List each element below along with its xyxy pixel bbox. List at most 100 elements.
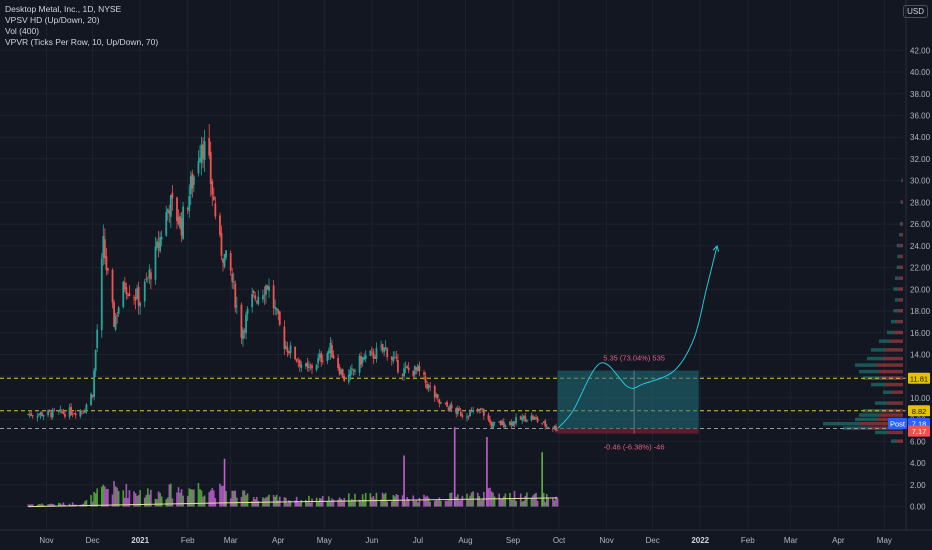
candle-body [436,394,439,398]
volume-bar [234,490,237,507]
indicator-vpsv[interactable]: VPSV HD (Up/Down, 20) [5,15,100,25]
candle-body [31,415,34,417]
candle-body [177,217,180,224]
volume-bar [343,497,346,507]
candle-body [133,297,135,298]
candle-body [148,269,151,278]
volume-bar [492,492,494,507]
volume-bar [191,489,194,507]
candle-body [208,138,211,156]
volume-bar [519,493,522,507]
candle-body [93,370,96,398]
volume-bar [200,490,203,507]
volume-bar [147,488,149,507]
volume-bar [133,491,135,507]
candle-body [199,157,201,162]
volume-bar [447,500,450,507]
candle-body [525,420,528,422]
candle-body [62,411,65,414]
candle-body [450,404,453,409]
volume-bar [102,484,105,507]
candle-body [286,347,289,353]
vpvr-row-down [899,254,903,259]
price-tick-label: 18.00 [910,307,931,316]
candle-body [222,258,224,263]
volume-bar [128,490,131,507]
vpvr-row-down [885,348,903,352]
volume-bar [170,483,172,507]
candle-body [555,425,557,431]
candle-body [552,427,554,429]
volume-bar [203,495,206,507]
symbol-title[interactable]: Desktop Metal, Inc., 1D, NYSE [5,4,122,14]
time-axis[interactable]: Nov Dec 2021 Feb Mar Apr May Jun Jul Aug Sep Oct Nov… [0,529,932,545]
volume-bar [489,487,491,507]
volume-bar [360,500,362,507]
price-tick-label: 14.00 [910,350,931,359]
price-axis[interactable]: 0.002.004.006.008.0010.0012.0014.0016.00… [905,0,931,530]
volume-bar [107,488,109,507]
volume-bar [275,494,278,507]
vpvr-row-down [878,369,903,374]
indicator-volume[interactable]: Vol (400) [5,26,40,36]
volume-bar [364,493,367,507]
volume-bar [94,493,97,507]
candle-body [311,365,313,369]
indicator-vpvr[interactable]: VPVR (Ticks Per Row, 10, Up/Down, 70) [5,37,159,47]
candle-body [274,307,277,309]
volume-bar [305,500,307,507]
post-tag-label: Post [890,419,906,428]
candle-body [427,384,430,389]
volume-bar [533,493,536,507]
candle-body [225,250,227,258]
volume-bar [556,498,559,507]
candle-body [458,408,461,411]
candle-body [361,357,364,363]
volume-bar [311,498,313,507]
candle-body [297,361,300,363]
candle-body [401,374,404,376]
candle-body [243,330,246,332]
volume-spike-bar [486,437,488,507]
candle-body [160,236,163,240]
candle-body [254,295,257,300]
volume-bar [222,485,224,507]
candle-body [90,394,92,406]
price-tick-label: 32.00 [910,155,931,164]
candle-body [47,410,49,416]
vpvr-row-up [901,178,903,183]
candle-body [262,295,264,300]
candle-body [321,360,324,362]
volume-bar [481,498,484,507]
volume-bar [340,498,342,507]
vpvr-row-up [875,401,888,405]
vpvr-row-up [896,265,900,270]
chart-grid [0,0,903,530]
candle-body [186,208,189,210]
volume-bar [478,496,481,507]
volume-bar [179,492,181,507]
projection-path[interactable] [557,244,720,430]
candle-body [202,144,204,160]
candle-body [30,413,33,416]
candle-body [455,407,458,414]
vpvr-row-down [878,413,903,417]
volume-bar [354,493,356,507]
candle-body [73,413,76,415]
vpvr-row-down [898,298,903,302]
volume-bar [148,494,151,507]
volume-bar [547,497,550,507]
candle-body [200,144,203,164]
candle-body [84,410,86,413]
time-tick-label: 2021 [131,536,149,545]
volume-bar [372,496,375,507]
volume-bar [59,503,62,507]
volume-bar [232,490,235,507]
candle-body [114,316,117,330]
candle-body [176,197,178,221]
volume-bar [418,497,421,507]
currency-badge[interactable]: USD [903,5,928,18]
candle-body [42,414,45,417]
long-position-tool[interactable]: 5.35 (73.04%) 535 -0.46 (-6.38%) -46 [557,354,699,452]
